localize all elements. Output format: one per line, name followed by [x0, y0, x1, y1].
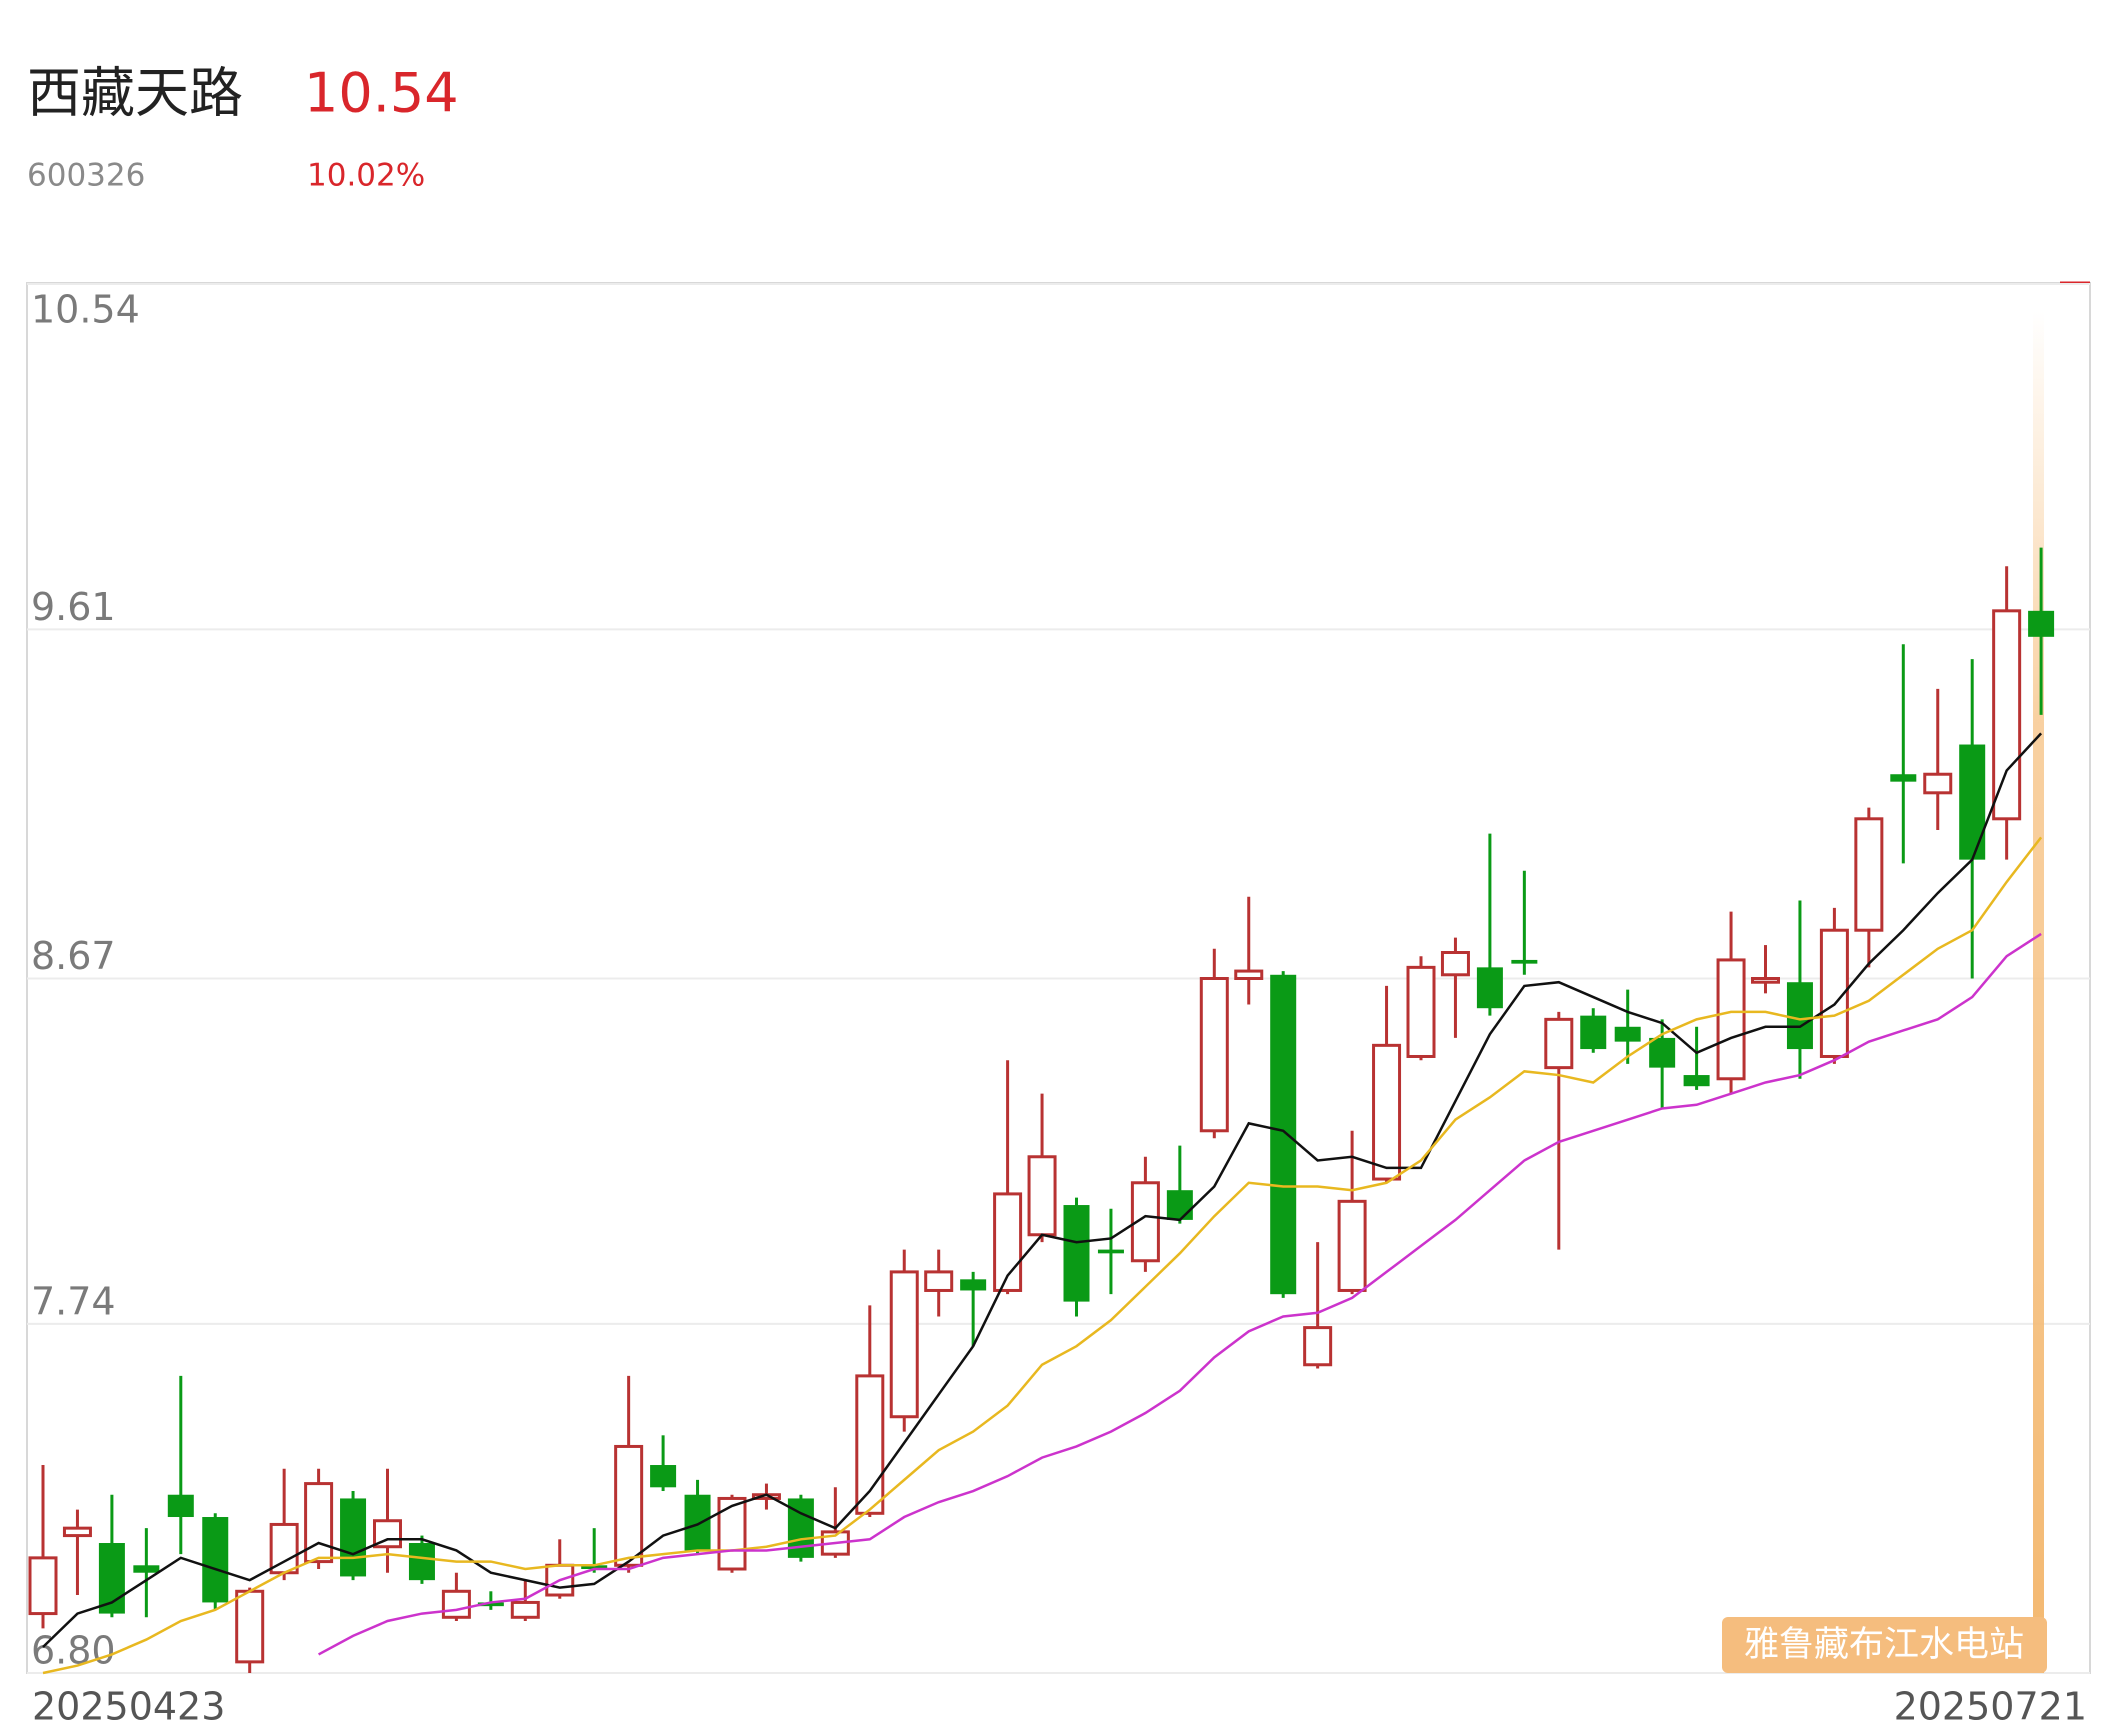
candle-body — [1649, 1037, 1676, 1068]
candle-body — [2028, 610, 2055, 637]
candle-body — [235, 1589, 265, 1664]
y-tick-label: 6.80 — [31, 1629, 116, 1673]
ma-line — [42, 732, 2043, 1648]
candle-body — [1923, 772, 1953, 795]
y-tick-label: 8.67 — [31, 934, 116, 978]
x-tick-label: 20250721 — [1894, 1685, 2087, 1729]
y-tick-label: 9.61 — [31, 585, 116, 629]
candle-body — [1854, 817, 1884, 932]
x-tick-label: 20250423 — [32, 1685, 225, 1729]
ma-line — [42, 836, 2043, 1675]
marks — [28, 547, 2055, 1675]
candle-body — [202, 1517, 229, 1603]
candle-body — [1406, 965, 1436, 1058]
candle-body — [614, 1444, 644, 1567]
highlight-band — [2033, 311, 2044, 1673]
candle-body — [650, 1465, 677, 1488]
candle-body — [717, 1496, 747, 1571]
ma-line — [318, 932, 2042, 1656]
candle-body — [1580, 1015, 1607, 1050]
candle-body — [1270, 974, 1297, 1295]
candle-body — [269, 1522, 299, 1575]
candle-body — [1303, 1326, 1333, 1367]
candle-body — [28, 1556, 58, 1616]
candle-body — [1372, 1043, 1402, 1181]
candle-body — [1234, 969, 1264, 981]
candle-body — [1511, 959, 1538, 964]
candle-body — [1890, 774, 1917, 782]
stock-code: 600326 — [27, 158, 145, 194]
candle-body — [1786, 982, 1813, 1050]
price-change: 10.02% — [307, 158, 425, 194]
stock-name: 西藏天路 — [27, 62, 243, 125]
candle-body — [133, 1565, 160, 1573]
y-tick-label: 7.74 — [31, 1279, 116, 1323]
candle-body — [889, 1270, 919, 1419]
candle-body — [581, 1565, 608, 1570]
candle-body — [1440, 951, 1470, 977]
annotation-box — [1722, 1617, 2047, 1673]
stock-price: 10.54 — [304, 62, 459, 125]
candle-body — [441, 1589, 471, 1619]
annotation: 雅鲁藏布江水电站 — [1744, 1625, 2024, 1665]
candle-body — [1751, 977, 1780, 984]
candle-body — [1476, 967, 1503, 1009]
candle-body — [62, 1526, 92, 1538]
candle-body — [960, 1279, 987, 1291]
candle-body — [1544, 1017, 1574, 1070]
candle-body — [1063, 1205, 1090, 1302]
candle-body — [477, 1602, 504, 1607]
candle-body — [304, 1482, 334, 1564]
y-tick-label: 10.54 — [31, 288, 140, 332]
candle-body — [1614, 1026, 1641, 1042]
candle-body — [1027, 1155, 1057, 1237]
candle-body — [340, 1498, 367, 1577]
candle-body — [924, 1270, 954, 1292]
candle-body — [1199, 977, 1229, 1133]
candle-body — [408, 1543, 435, 1581]
candle-body — [1683, 1075, 1710, 1087]
candle-body — [684, 1494, 711, 1551]
candle-body — [1097, 1249, 1124, 1254]
candle-body — [1959, 744, 1986, 860]
candle-body — [1337, 1199, 1367, 1292]
candle-body — [1716, 958, 1746, 1081]
candle-body — [167, 1494, 194, 1518]
candle-body — [1992, 609, 2022, 821]
candle-body — [1166, 1190, 1193, 1220]
candle-body — [510, 1600, 540, 1619]
grid: 6.80 7.74 8.67 9.61 10.54 — [27, 283, 2090, 1674]
